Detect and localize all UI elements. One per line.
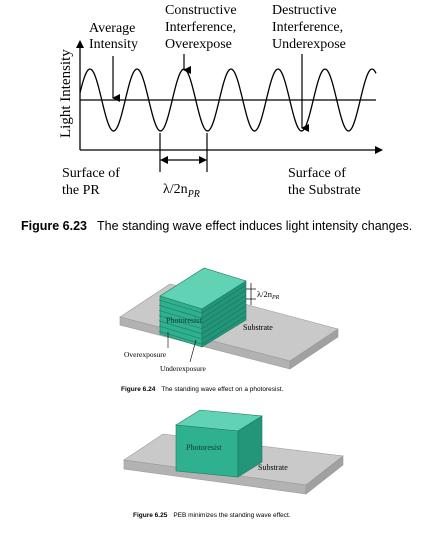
- standing-wave-ridge-side: [201, 315, 247, 345]
- standing-wave-ridge-side: [201, 289, 247, 319]
- figure-6-25-caption: Figure 6.25 PEB minimizes the standing wa…: [133, 512, 291, 519]
- standing-wave-ridge: [158, 304, 203, 319]
- standing-wave-ridge: [158, 310, 203, 324]
- destructive-label-line3: Underexpose: [272, 37, 346, 52]
- figure-6-25-illustration: Photoresist Substrate: [123, 409, 344, 495]
- surface-substrate-label: Surface of the Substrate: [288, 166, 361, 198]
- period-label-main: λ/2n: [163, 182, 188, 197]
- figure-6-24-period-main: λ/2n: [257, 289, 273, 299]
- standing-wave-ridge: [158, 330, 203, 345]
- figure-6-25-number: Figure 6.25: [133, 512, 168, 519]
- surface-substrate-line2: the Substrate: [288, 183, 361, 198]
- standing-wave-ridge-side: [201, 310, 247, 340]
- standing-wave-ridge-side: [201, 284, 247, 314]
- surface-substrate-line1: Surface of: [288, 166, 346, 181]
- constructive-label-line2: Interference,: [165, 20, 236, 35]
- average-label-line2: Intensity: [89, 37, 138, 52]
- figure-6-23-caption: Figure 6.23 The standing wave effect indu…: [21, 219, 412, 233]
- figure-6-25-text: PEB minimizes the standing wave effect.: [173, 512, 290, 519]
- standing-wave-ridge: [158, 325, 203, 340]
- y-axis-label: Light Intensity: [58, 49, 74, 138]
- standing-wave-ridge-side: [201, 300, 247, 329]
- figure-6-24-substrate-label: Substrate: [243, 323, 273, 332]
- period-label: λ/2nPR: [163, 182, 200, 200]
- overexposure-label: Overexposure: [124, 350, 167, 359]
- standing-wave-ridges: [158, 284, 247, 345]
- standing-wave-ridge: [158, 320, 203, 335]
- average-label-line1: Average: [89, 21, 135, 36]
- figure-6-24-period-label: λ/2nPR: [257, 289, 280, 301]
- surface-pr-line1: Surface of: [62, 166, 120, 181]
- standing-wave-diagram: Light Intensity Average Intensity Constr…: [58, 3, 383, 200]
- figure-6-23-text: The standing wave effect induces light i…: [97, 219, 412, 233]
- constructive-interference-label: Constructive Interference, Overexpose: [165, 3, 240, 52]
- figure-6-24-text: The standing wave effect on a photoresis…: [161, 386, 283, 393]
- figure-6-24-illustration: λ/2nPR Photoresist Substrate Overexposur…: [119, 267, 339, 373]
- figure-6-24-period-subscript: PR: [271, 295, 280, 301]
- surface-pr-line2: the PR: [62, 183, 100, 198]
- standing-wave-ridge-side: [201, 295, 247, 324]
- figure-6-24-caption: Figure 6.24 The standing wave effect on a…: [121, 386, 284, 393]
- destructive-interference-label: Destructive Interference, Underexpose: [272, 3, 347, 52]
- standing-wave-ridge-side: [201, 305, 247, 335]
- standing-wave-ridge: [158, 299, 203, 314]
- figure-6-25-substrate-label: Substrate: [258, 463, 288, 472]
- average-intensity-label: Average Intensity: [89, 21, 139, 52]
- constructive-label-line1: Constructive: [165, 3, 237, 18]
- figure-6-23-number: Figure 6.23: [21, 219, 87, 233]
- standing-wave-ridge: [158, 315, 203, 329]
- underexposure-leader: [189, 339, 197, 363]
- underexposure-label: Underexposure: [160, 364, 206, 373]
- surface-pr-label: Surface of the PR: [62, 166, 123, 198]
- figure-6-24-number: Figure 6.24: [121, 386, 156, 393]
- figure-6-24-photoresist-label: Photoresist: [166, 316, 202, 325]
- standing-wave-curve: [79, 68, 377, 132]
- substrate-side: [289, 328, 339, 370]
- destructive-label-line1: Destructive: [272, 3, 337, 18]
- constructive-label-line3: Overexpose: [165, 37, 232, 52]
- figure-6-25-photoresist-label: Photoresist: [186, 443, 222, 452]
- photoresist-side-2: [237, 415, 263, 478]
- substrate-side-2: [305, 455, 344, 495]
- destructive-label-line2: Interference,: [272, 20, 343, 35]
- period-label-subscript: PR: [187, 189, 200, 200]
